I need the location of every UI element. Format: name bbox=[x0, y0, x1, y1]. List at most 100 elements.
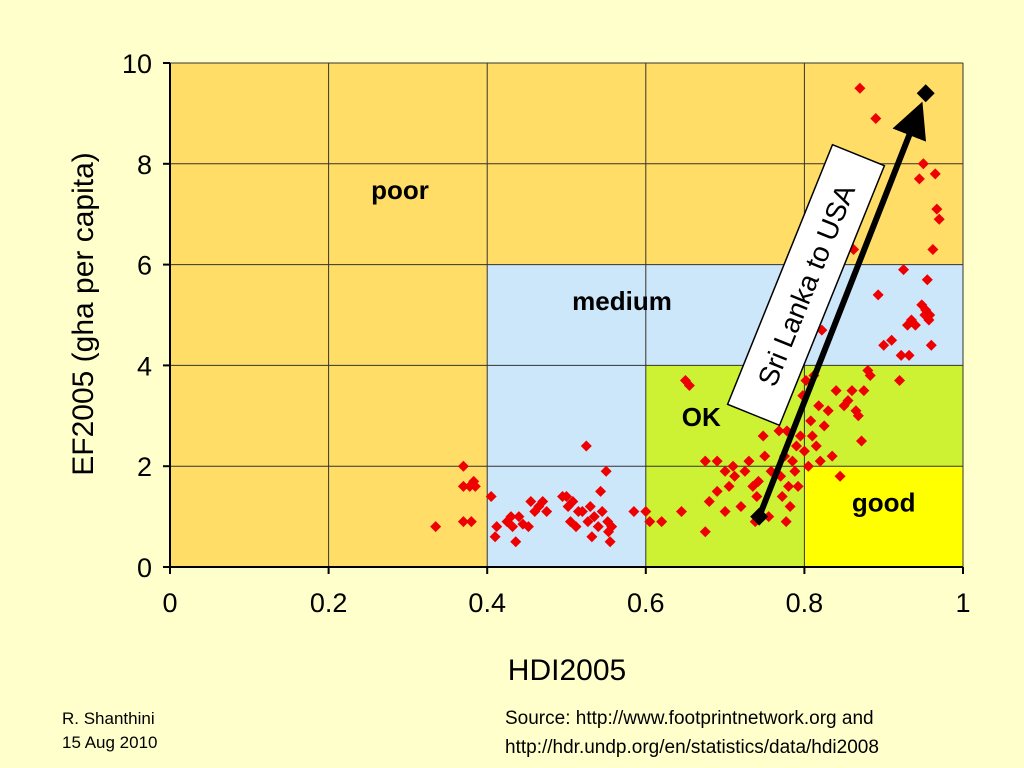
data-point bbox=[507, 521, 519, 533]
y-tick-label: 0 bbox=[137, 553, 152, 583]
x-axis-title: HDI2005 bbox=[508, 654, 626, 687]
data-point bbox=[842, 395, 854, 407]
region-good bbox=[804, 466, 963, 567]
data-point bbox=[787, 455, 799, 467]
data-point bbox=[757, 430, 769, 442]
data-point bbox=[628, 506, 640, 518]
arrow-line bbox=[756, 101, 927, 518]
data-point bbox=[895, 349, 907, 361]
author-block: R. Shanthini 15 Aug 2010 bbox=[62, 707, 157, 755]
data-point bbox=[723, 480, 735, 492]
data-point bbox=[513, 511, 525, 523]
data-point bbox=[699, 526, 711, 538]
region-label-good: good bbox=[852, 488, 916, 518]
data-point bbox=[457, 480, 469, 492]
data-point bbox=[792, 480, 804, 492]
data-points bbox=[430, 82, 945, 548]
data-point bbox=[491, 521, 503, 533]
data-point bbox=[596, 506, 608, 518]
data-point bbox=[485, 490, 497, 502]
y-tick-label: 2 bbox=[137, 452, 152, 482]
author-name: R. Shanthini bbox=[62, 709, 155, 728]
data-point bbox=[592, 521, 604, 533]
data-point bbox=[711, 485, 723, 497]
data-point bbox=[430, 521, 442, 533]
data-point bbox=[600, 465, 612, 477]
data-point bbox=[834, 470, 846, 482]
data-point bbox=[798, 445, 810, 457]
data-point bbox=[656, 516, 668, 528]
source-line-1: Source: http://www.footprintnetwork.org … bbox=[505, 708, 874, 729]
data-point bbox=[826, 450, 838, 462]
data-point bbox=[852, 410, 864, 422]
data-point bbox=[780, 516, 792, 528]
data-point bbox=[699, 455, 711, 467]
region-label-medium: medium bbox=[572, 286, 672, 316]
data-point bbox=[878, 339, 890, 351]
data-point bbox=[864, 369, 876, 381]
data-point bbox=[872, 289, 884, 301]
data-point bbox=[805, 415, 817, 427]
data-point bbox=[763, 511, 775, 523]
data-point bbox=[752, 475, 764, 487]
data-point bbox=[806, 430, 818, 442]
data-point bbox=[580, 440, 592, 452]
data-point bbox=[739, 465, 751, 477]
data-point bbox=[522, 521, 534, 533]
data-point bbox=[931, 203, 943, 215]
end-marker bbox=[916, 84, 935, 103]
region-label-poor: poor bbox=[371, 175, 429, 205]
data-point bbox=[810, 440, 822, 452]
start-marker bbox=[750, 507, 769, 526]
data-point bbox=[913, 173, 925, 185]
data-point bbox=[818, 420, 830, 432]
x-tick-label: 1 bbox=[955, 588, 970, 618]
data-point bbox=[570, 521, 582, 533]
data-point bbox=[561, 490, 572, 502]
data-point bbox=[927, 243, 939, 255]
data-point bbox=[586, 531, 598, 543]
x-tick-label: 0.2 bbox=[310, 588, 348, 618]
data-point bbox=[576, 506, 588, 518]
data-point bbox=[719, 506, 731, 518]
region-labels: poor medium OK good bbox=[371, 175, 915, 517]
data-point bbox=[457, 460, 469, 472]
data-point bbox=[903, 349, 915, 361]
data-point bbox=[606, 521, 618, 533]
data-point bbox=[924, 309, 936, 321]
source-line-2: http://hdr.undp.org/en/statistics/data/h… bbox=[505, 737, 879, 758]
x-tick-label: 0 bbox=[162, 588, 177, 618]
data-point bbox=[729, 470, 741, 482]
data-point bbox=[921, 274, 933, 286]
data-point bbox=[711, 455, 723, 467]
data-point bbox=[784, 501, 796, 513]
data-point bbox=[855, 435, 867, 447]
data-point bbox=[830, 385, 842, 397]
data-point bbox=[886, 334, 898, 346]
data-point bbox=[510, 536, 522, 548]
data-point bbox=[789, 465, 801, 477]
author-date: 15 Aug 2010 bbox=[62, 733, 158, 752]
data-point bbox=[537, 495, 549, 507]
y-tick-label: 6 bbox=[137, 251, 152, 281]
data-point bbox=[759, 450, 771, 462]
y-axis-title: EF2005 (gha per capita) bbox=[67, 152, 100, 476]
data-point bbox=[822, 405, 834, 417]
data-point bbox=[909, 319, 921, 331]
data-point bbox=[735, 501, 747, 513]
data-point bbox=[870, 112, 882, 124]
x-tick-label: 0.8 bbox=[786, 588, 824, 618]
data-point bbox=[776, 490, 788, 502]
data-point bbox=[846, 385, 858, 397]
data-point bbox=[501, 516, 513, 528]
data-point bbox=[567, 495, 579, 507]
data-point bbox=[525, 495, 537, 507]
data-point bbox=[802, 460, 814, 472]
data-point bbox=[675, 506, 687, 518]
data-point bbox=[894, 375, 906, 387]
data-point bbox=[929, 168, 941, 180]
callout-box bbox=[726, 143, 886, 427]
source-block: Source: http://www.footprintnetwork.org … bbox=[505, 704, 879, 762]
